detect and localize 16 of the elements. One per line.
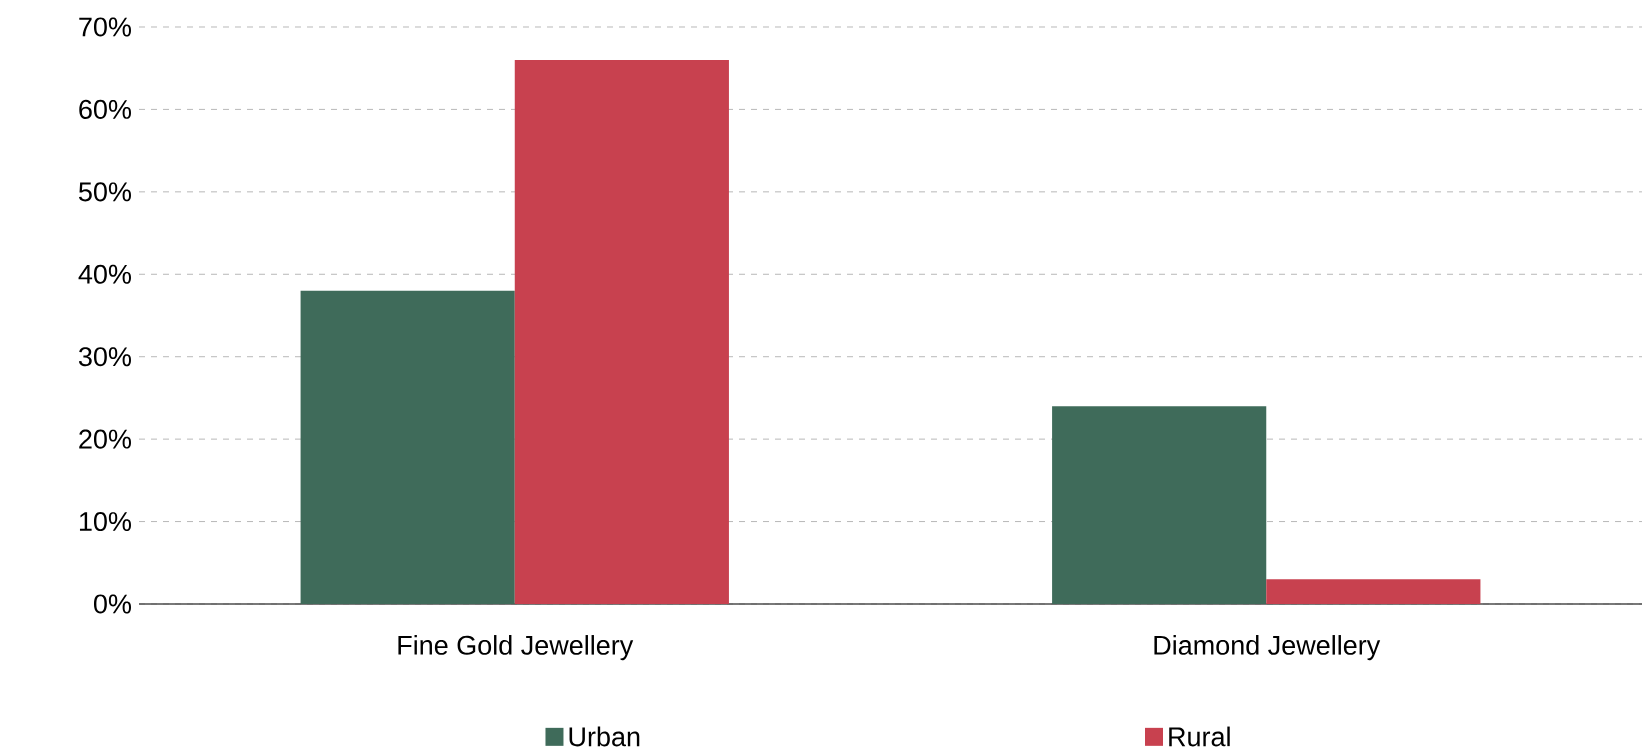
- y-tick-label: 60%: [79, 99, 131, 119]
- legend-label: Urban: [569, 726, 640, 747]
- bar: [300, 290, 515, 604]
- y-tick-label: 70%: [79, 17, 131, 37]
- bar: [1266, 579, 1481, 604]
- x-tick-label: Diamond Jewellery: [1154, 635, 1381, 661]
- legend-label: Rural: [1169, 726, 1230, 747]
- bar: [514, 59, 729, 604]
- y-tick-label: 20%: [79, 429, 131, 449]
- bar: [1052, 406, 1267, 604]
- y-tick-label: 40%: [78, 264, 131, 284]
- x-tick-label: Fine Gold Jewellery: [398, 635, 634, 661]
- y-tick-label: 0%: [93, 594, 131, 614]
- y-tick-label: 10%: [79, 512, 131, 532]
- y-tick-label: 30%: [78, 347, 131, 367]
- y-tick-label: 50%: [78, 182, 131, 202]
